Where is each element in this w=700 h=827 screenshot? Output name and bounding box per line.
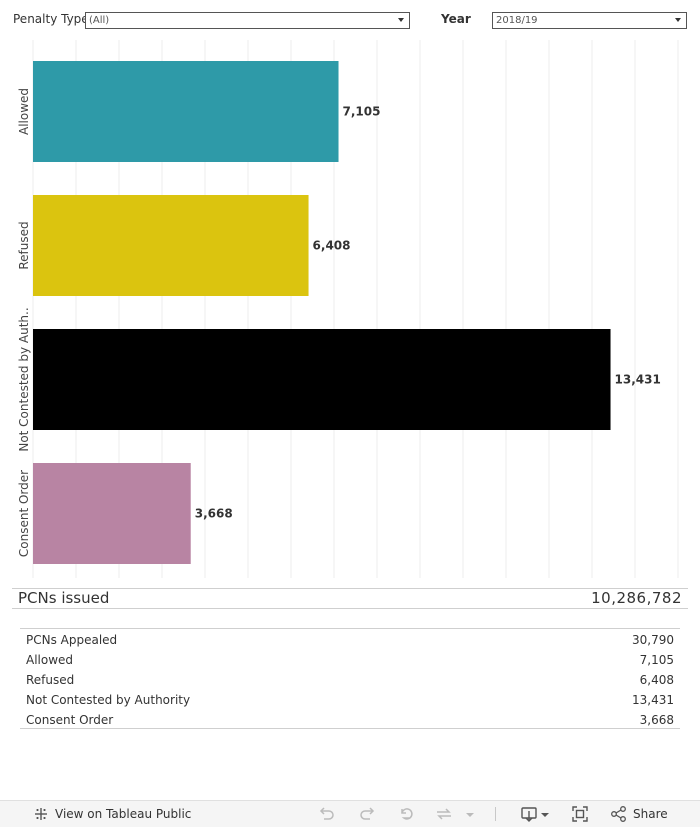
summary-label: Consent Order xyxy=(26,713,114,727)
category-label: Not Contested by Auth.. xyxy=(17,307,31,451)
redo-icon xyxy=(358,805,376,823)
fullscreen-button[interactable] xyxy=(571,805,589,823)
bar-3[interactable] xyxy=(33,463,191,564)
chevron-down-icon xyxy=(398,18,404,22)
summary-value: 13,431 xyxy=(632,693,674,707)
refresh-icon xyxy=(434,805,454,823)
pcns-issued-value: 10,286,782 xyxy=(591,589,682,607)
tableau-logo-icon xyxy=(33,806,49,822)
table-row: Allowed 7,105 xyxy=(20,650,680,670)
undo-icon xyxy=(318,805,336,823)
undo-button[interactable] xyxy=(318,805,336,823)
year-label: Year xyxy=(441,12,471,26)
table-row: Not Contested by Authority 13,431 xyxy=(20,690,680,710)
fullscreen-icon xyxy=(571,805,589,823)
summary-value: 3,668 xyxy=(639,713,674,727)
value-label: 7,105 xyxy=(343,105,381,119)
category-labels: Allowed Refused Not Contested by Auth.. Con… xyxy=(17,88,31,557)
refresh-dropdown-button[interactable] xyxy=(465,805,475,823)
table-row: Refused 6,408 xyxy=(20,670,680,690)
bar-0[interactable] xyxy=(33,61,339,162)
summary-value: 6,408 xyxy=(639,673,674,687)
bars xyxy=(33,61,611,564)
redo-button[interactable] xyxy=(358,805,376,823)
table-row: PCNs Appealed 30,790 xyxy=(20,630,680,650)
revert-button[interactable] xyxy=(398,805,416,823)
view-on-tableau-public-label: View on Tableau Public xyxy=(55,807,192,821)
summary-value: 7,105 xyxy=(639,653,674,667)
year-dropdown[interactable]: 2018/19 xyxy=(492,12,687,29)
pcns-issued-row: PCNs issued 10,286,782 xyxy=(12,588,688,609)
category-label: Consent Order xyxy=(17,470,31,557)
pcns-issued-label: PCNs issued xyxy=(18,589,110,607)
revert-icon xyxy=(398,805,416,823)
value-label: 6,408 xyxy=(313,239,351,253)
summary-table: PCNs Appealed 30,790 Allowed 7,105 Refus… xyxy=(20,628,680,729)
table-row: Consent Order 3,668 xyxy=(20,710,680,730)
share-label: Share xyxy=(633,807,668,821)
penalty-type-dropdown[interactable]: (All) xyxy=(85,12,410,29)
summary-label: Not Contested by Authority xyxy=(26,693,191,707)
tableau-toolbar: View on Tableau Public xyxy=(0,800,700,827)
summary-label: Refused xyxy=(26,673,75,687)
category-label: Allowed xyxy=(17,88,31,135)
refresh-button[interactable] xyxy=(434,805,454,823)
toolbar-separator xyxy=(495,807,496,821)
dropdown-icon xyxy=(465,805,475,823)
summary-label: Allowed xyxy=(26,653,74,667)
bar-2[interactable] xyxy=(33,329,611,430)
download-button[interactable] xyxy=(520,805,550,823)
penalty-type-value: (All) xyxy=(89,15,110,26)
share-icon xyxy=(610,805,628,823)
bar-1[interactable] xyxy=(33,195,309,296)
summary-value: 30,790 xyxy=(632,633,674,647)
download-icon xyxy=(520,805,550,823)
chevron-down-icon xyxy=(675,18,681,22)
bar-chart: Allowed Refused Not Contested by Auth.. Con… xyxy=(17,40,679,578)
year-value: 2018/19 xyxy=(496,15,538,26)
category-label: Refused xyxy=(17,221,31,269)
value-label: 13,431 xyxy=(615,373,661,387)
penalty-type-label: Penalty Type xyxy=(13,12,89,26)
value-labels: 7,105 6,408 13,431 3,668 xyxy=(195,105,661,521)
value-label: 3,668 xyxy=(195,507,233,521)
summary-label: PCNs Appealed xyxy=(26,633,118,647)
